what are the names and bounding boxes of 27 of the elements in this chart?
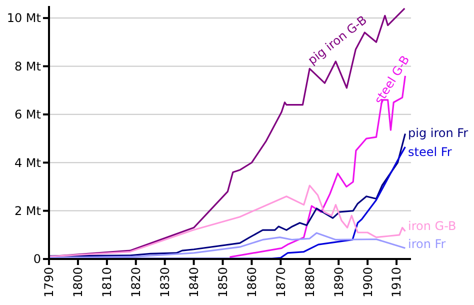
series-label: steel Fr <box>408 145 452 159</box>
series-label: pig iron Fr <box>408 126 468 140</box>
x-tick-label: 1800 <box>71 267 86 298</box>
x-tick-label: 1890 <box>332 267 346 298</box>
text: pig iron G-B <box>305 12 370 68</box>
line-series <box>228 75 406 258</box>
x-tick-label: 1870 <box>274 267 288 298</box>
y-tick-label: 8 Mt <box>14 59 42 74</box>
x-tick-label: 1810 <box>100 267 114 298</box>
line-series <box>48 232 406 259</box>
x-tick-label: 1830 <box>158 267 172 298</box>
x-tick-label: 1910 <box>390 267 404 298</box>
y-tick-label: 0 <box>33 252 41 266</box>
x-tick-label: 1860 <box>244 267 259 298</box>
y-tick-label: 6 Mt <box>14 108 42 122</box>
y-tick-label: 4 Mt <box>14 156 42 170</box>
x-tick-label: 1790 <box>42 267 56 298</box>
x-tick-label: 1850 <box>216 267 230 298</box>
x-tick-label: 1900 <box>360 267 375 298</box>
y-tick-label: 10 Mt <box>6 11 42 26</box>
series-label: iron Fr <box>408 237 446 251</box>
x-tick-label: 1840 <box>187 267 201 298</box>
x-tick-label: 1820 <box>129 267 144 298</box>
y-tick-label: 2 Mt <box>14 204 42 218</box>
line-series <box>48 184 406 258</box>
x-tick-label: 1880 <box>302 267 317 298</box>
series-label: iron G-B <box>408 219 456 233</box>
